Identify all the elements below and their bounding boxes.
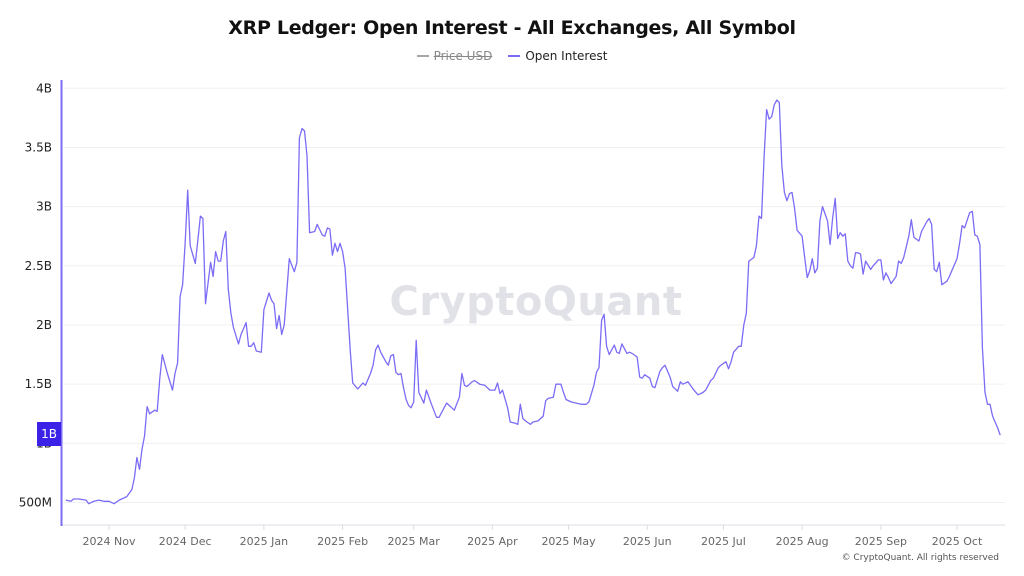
watermark: CryptoQuant xyxy=(390,279,683,325)
legend-label-price-usd: Price USD xyxy=(433,49,493,63)
legend-item-price-usd[interactable]: Price USD xyxy=(416,49,493,63)
y-tick-label: 1.5B xyxy=(25,377,52,391)
legend-swatch-open-interest xyxy=(508,55,521,57)
copyright-footer: © CryptoQuant. All rights reserved xyxy=(841,553,999,563)
y-tick-label: 2.5B xyxy=(25,259,52,273)
y-tick-label: 4B xyxy=(36,81,52,95)
y-tick-label: 2B xyxy=(36,318,52,332)
x-tick-label: 2025 Sep xyxy=(855,535,907,548)
chart-title: XRP Ledger: Open Interest - All Exchange… xyxy=(228,17,796,39)
x-tick-label: 2025 Jul xyxy=(701,535,746,548)
x-tick-label: 2025 Apr xyxy=(467,535,518,548)
x-tick-label: 2024 Dec xyxy=(159,535,212,548)
legend-item-open-interest[interactable]: Open Interest xyxy=(508,49,607,63)
y-axis-hover-label: 1B xyxy=(37,422,61,446)
x-tick-label: 2024 Nov xyxy=(83,535,136,548)
legend: Price USD Open Interest xyxy=(0,49,1024,63)
y-tick-label: 3.5B xyxy=(25,140,52,154)
legend-label-open-interest: Open Interest xyxy=(525,49,608,63)
series-line-open-interest xyxy=(65,99,1001,505)
gridlines xyxy=(63,87,1005,504)
x-axis-ticks: 2024 Nov 2024 Dec 2025 Jan 2025 Feb 2025 Mar… xyxy=(83,525,983,548)
x-tick-label: 2025 Oct xyxy=(932,535,983,548)
x-tick-label: 2025 Jan xyxy=(240,535,288,548)
x-tick-label: 2025 May xyxy=(541,535,596,548)
x-tick-label: 2025 Aug xyxy=(776,535,829,548)
x-tick-label: 2025 Feb xyxy=(317,535,368,548)
x-tick-label: 2025 Jun xyxy=(623,535,672,548)
x-tick-label: 2025 Mar xyxy=(388,535,441,548)
y-tick-label: 3B xyxy=(36,200,52,214)
y-tick-label: 500M xyxy=(19,496,52,510)
legend-swatch-price-usd xyxy=(416,55,429,57)
